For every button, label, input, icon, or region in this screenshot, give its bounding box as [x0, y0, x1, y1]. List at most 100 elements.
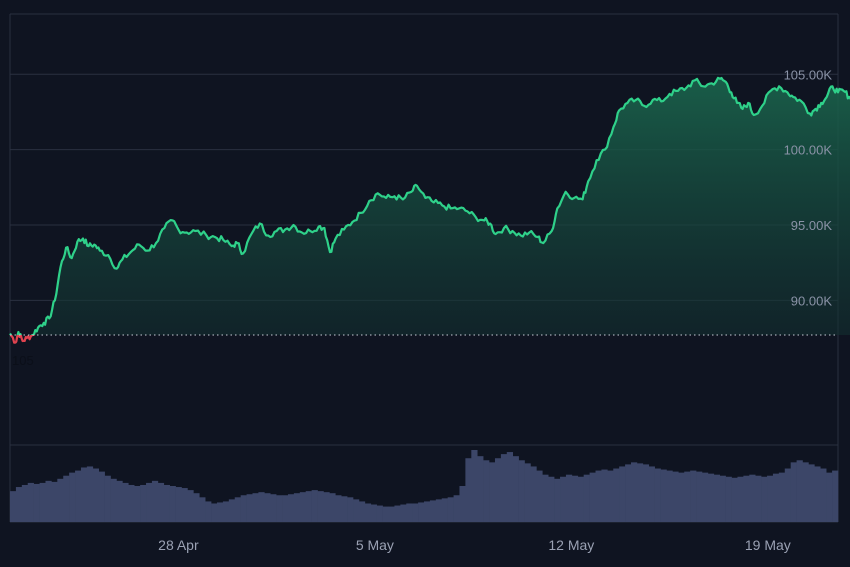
volume-bar [163, 484, 170, 522]
volume-bar [370, 504, 377, 522]
volume-bar [110, 478, 117, 522]
volume-bar [701, 472, 709, 522]
volume-bar [228, 499, 236, 522]
volume-bar [222, 501, 230, 522]
volume-bar [512, 456, 519, 522]
volume-bar [489, 462, 496, 522]
volume-bar [187, 490, 194, 522]
volume-bar [601, 469, 608, 522]
volume-bar [613, 468, 620, 522]
volume-bar [642, 464, 650, 522]
volume-bar [335, 495, 342, 522]
y-tick-label: 95.00K [791, 218, 833, 233]
volume-bar [258, 492, 265, 522]
volume-bar [631, 462, 638, 522]
x-tick-label: 19 May [745, 537, 791, 553]
y-tick-label: 90.00K [791, 293, 833, 308]
volume-bar [175, 487, 182, 522]
volume-bar [252, 493, 259, 522]
volume-bar [92, 468, 100, 522]
volume-bar [39, 482, 46, 522]
volume-bar [382, 506, 389, 522]
volume-bar [571, 475, 579, 522]
volume-bar [619, 466, 626, 522]
volume-bar [347, 497, 354, 522]
volume-bar [784, 468, 791, 522]
volume-bar [483, 460, 490, 522]
volume-bar [719, 475, 726, 522]
volume-bar [465, 458, 472, 522]
volume-bar [424, 501, 431, 522]
y-tick-label: 105.00K [784, 67, 833, 82]
volume-bar [287, 494, 295, 522]
volume-bar [554, 478, 561, 522]
volume-bar [435, 499, 443, 522]
volume-bar [607, 470, 614, 522]
volume-bar [305, 491, 312, 522]
volume-bar [211, 503, 218, 522]
volume-bar [506, 452, 514, 522]
price-area-fill [10, 77, 850, 335]
volume-bar [731, 477, 738, 522]
volume-bar [761, 476, 768, 522]
volume-bar [406, 503, 413, 522]
volume-bar [122, 482, 129, 522]
volume-bar [264, 493, 271, 522]
volume-bar [589, 472, 596, 522]
volume-bar [808, 464, 815, 522]
volume-bar [27, 482, 34, 522]
volume-bar [376, 505, 383, 522]
volume-bar [234, 497, 241, 522]
volume-bar [151, 480, 159, 522]
volume-bar [583, 474, 590, 522]
volume-bar [317, 491, 324, 522]
volume-bar [21, 484, 29, 522]
x-tick-label: 12 May [548, 537, 594, 553]
volume-bar [772, 473, 780, 522]
price-series-line [9, 76, 850, 335]
volume-bar [80, 467, 88, 522]
volume-bar [57, 478, 64, 522]
volume-bar [193, 493, 200, 522]
volume-bar [453, 495, 460, 522]
volume-bar [299, 492, 307, 522]
volume-bar [140, 484, 147, 522]
volume-bar [323, 492, 330, 522]
x-tick-label: 5 May [356, 537, 394, 553]
volume-bar [33, 483, 40, 522]
volume-bar [116, 480, 123, 522]
volume-bar [636, 463, 644, 522]
volume-bar [494, 458, 502, 522]
volume-bar [790, 462, 797, 522]
volume-bar [240, 495, 247, 522]
volume-bar [660, 469, 667, 522]
volume-bar [749, 474, 756, 522]
volume-bar [743, 475, 750, 522]
volume-bar [169, 486, 176, 522]
volume-bar [713, 474, 721, 522]
volume-bar [388, 506, 395, 522]
volume-bar [690, 470, 697, 522]
volume-bar [778, 472, 786, 522]
volume-bar [10, 491, 17, 522]
volume-bar [548, 476, 555, 522]
volume-bar [146, 482, 153, 522]
volume-bar [181, 488, 188, 522]
volume-bar [459, 486, 466, 522]
volume-bar [577, 476, 584, 522]
volume-bar [814, 466, 821, 522]
volume-bar [820, 468, 827, 522]
x-axis-ticks: 28 Apr 5 May 12 May 19 May [158, 537, 791, 553]
start-marker-label: 105 [12, 353, 34, 368]
volume-bar [666, 470, 673, 522]
volume-bar [518, 460, 525, 522]
volume-bar [441, 498, 448, 522]
volume-bar [86, 466, 94, 522]
volume-bar [75, 470, 82, 522]
volume-bar [246, 494, 253, 522]
y-axis-ticks: 90.00K 95.00K 100.00K 105.00K [784, 67, 833, 308]
volume-bar [625, 464, 632, 522]
volume-bar [755, 475, 762, 522]
